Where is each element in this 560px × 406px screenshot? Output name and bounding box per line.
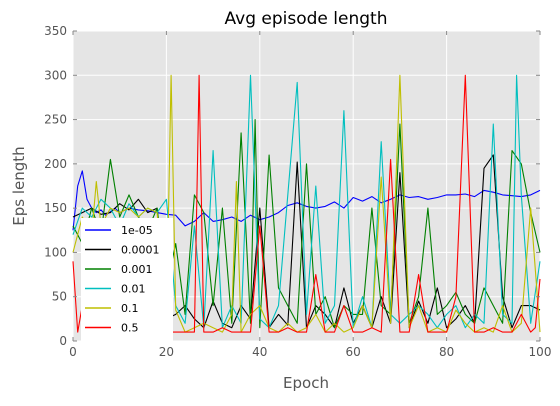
legend-label: 0.5 — [121, 322, 139, 335]
y-tick-label: 250 — [44, 113, 67, 127]
x-tick-label: 20 — [159, 345, 174, 359]
x-tick-label: 100 — [529, 345, 552, 359]
y-tick-label: 350 — [44, 24, 67, 38]
axes: 0 20 40 60 80 100 0 50 100 150 200 250 300 350 — [44, 24, 551, 359]
y-tick-label: 150 — [44, 201, 67, 215]
legend-label: 0.01 — [121, 283, 146, 296]
series-line-4 — [72, 74, 541, 333]
x-axis-label: Epoch — [283, 374, 329, 392]
legend: 1e-05 0.0001 0.001 0.01 0.1 0.5 — [81, 218, 173, 343]
legend-box — [81, 218, 173, 343]
y-tick-label: 300 — [44, 68, 67, 82]
legend-label: 1e-05 — [121, 224, 153, 237]
x-tick-label: 60 — [346, 345, 361, 359]
y-tick-label: 50 — [52, 290, 67, 304]
x-tick-label: 40 — [252, 345, 267, 359]
y-tick-label: 200 — [44, 157, 67, 171]
legend-label: 0.0001 — [121, 244, 160, 257]
y-axis-label: Eps length — [10, 146, 28, 225]
series-line-0 — [72, 170, 541, 231]
chart-title: Avg episode length — [225, 9, 388, 29]
y-tick-label: 0 — [59, 334, 67, 348]
x-tick-label: 80 — [439, 345, 454, 359]
x-tick-label: 0 — [69, 345, 77, 359]
legend-label: 0.1 — [121, 302, 139, 315]
series-lines — [72, 74, 541, 333]
legend-label: 0.001 — [121, 263, 153, 276]
y-tick-label: 100 — [44, 245, 67, 259]
